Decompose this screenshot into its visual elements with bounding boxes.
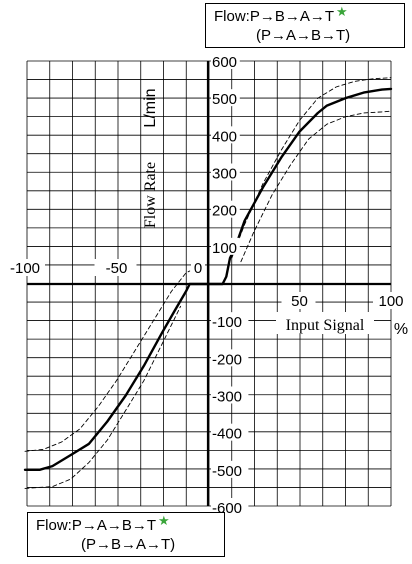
y-tick-label-bg (211, 237, 240, 255)
series-line-dashed (24, 270, 191, 452)
flow-legend-bottom-line1: Flow:P→A→B→T (36, 517, 157, 534)
series-line-dashed (240, 110, 392, 263)
y-tick-label-bg (211, 498, 249, 515)
flow-legend-bottom-line2: (P→B→A→T) (81, 536, 176, 553)
y-tick-label-bg (211, 349, 249, 367)
y-tick-label: 500 (212, 91, 237, 108)
y-tick-label: -200 (212, 351, 242, 368)
y-tick-label-bg (211, 126, 240, 144)
series-line-dashed (24, 305, 182, 489)
y-tick-label-bg (211, 89, 240, 107)
x-tick-label: -100 (10, 260, 40, 277)
x-tick-label-bg (373, 292, 407, 309)
y-tick-label-bg (211, 460, 249, 478)
x-tick-label-bg (191, 259, 205, 276)
y-axis-unit: L/min (142, 88, 159, 127)
y-tick-label-bg (211, 312, 249, 330)
y-tick-label: 200 (212, 203, 237, 220)
star-icon: ★ (336, 4, 348, 19)
x-tick-label-bg (94, 259, 137, 276)
tick-labels: 600500400300200100-100-200-300-400-500-6… (3, 52, 407, 517)
y-tick-label: 100 (212, 240, 237, 257)
x-axis-unit: % (394, 321, 408, 338)
flow-legend-bottom: Flow:P→A→B→T ★ (P→B→A→T) (27, 512, 225, 557)
y-axis-label: Flow Rate (142, 162, 159, 228)
x-tick-label: 100 (378, 293, 403, 310)
star-icon: ★ (158, 513, 170, 528)
x-tick-label: -50 (106, 260, 128, 277)
x-tick-label-bg (3, 259, 45, 276)
y-tick-label-bg (211, 386, 249, 404)
y-tick-label: -500 (212, 463, 242, 480)
y-tick-label-bg (211, 52, 240, 69)
flow-legend-top-line1: Flow:P→B→A→T (214, 8, 335, 25)
y-tick-label-bg (211, 423, 249, 441)
y-tick-label: -400 (212, 426, 242, 443)
y-tick-label-bg (211, 200, 240, 218)
series-lines (23, 77, 393, 489)
y-tick-label: -300 (212, 389, 242, 406)
y-tick-label: 300 (212, 166, 237, 183)
x-tick-label: 50 (291, 293, 308, 310)
y-tick-label-bg (211, 163, 240, 181)
x-tick-label: 0 (194, 260, 202, 277)
y-tick-label: -100 (212, 314, 242, 331)
x-tick-label-bg (281, 292, 316, 309)
x-axis-label: Input Signal (286, 317, 365, 334)
series-line-dashed (231, 77, 392, 259)
series-line-solid (23, 87, 393, 471)
flow-legend-top: Flow:P→B→A→T ★ (P→A→B→T) (205, 3, 405, 48)
y-tick-label: 600 (212, 54, 237, 71)
y-tick-label: 400 (212, 128, 237, 145)
flow-legend-top-line2: (P→A→B→T) (256, 27, 351, 44)
axis-titles: Flow Rate L/min Input Signal % (142, 88, 408, 338)
